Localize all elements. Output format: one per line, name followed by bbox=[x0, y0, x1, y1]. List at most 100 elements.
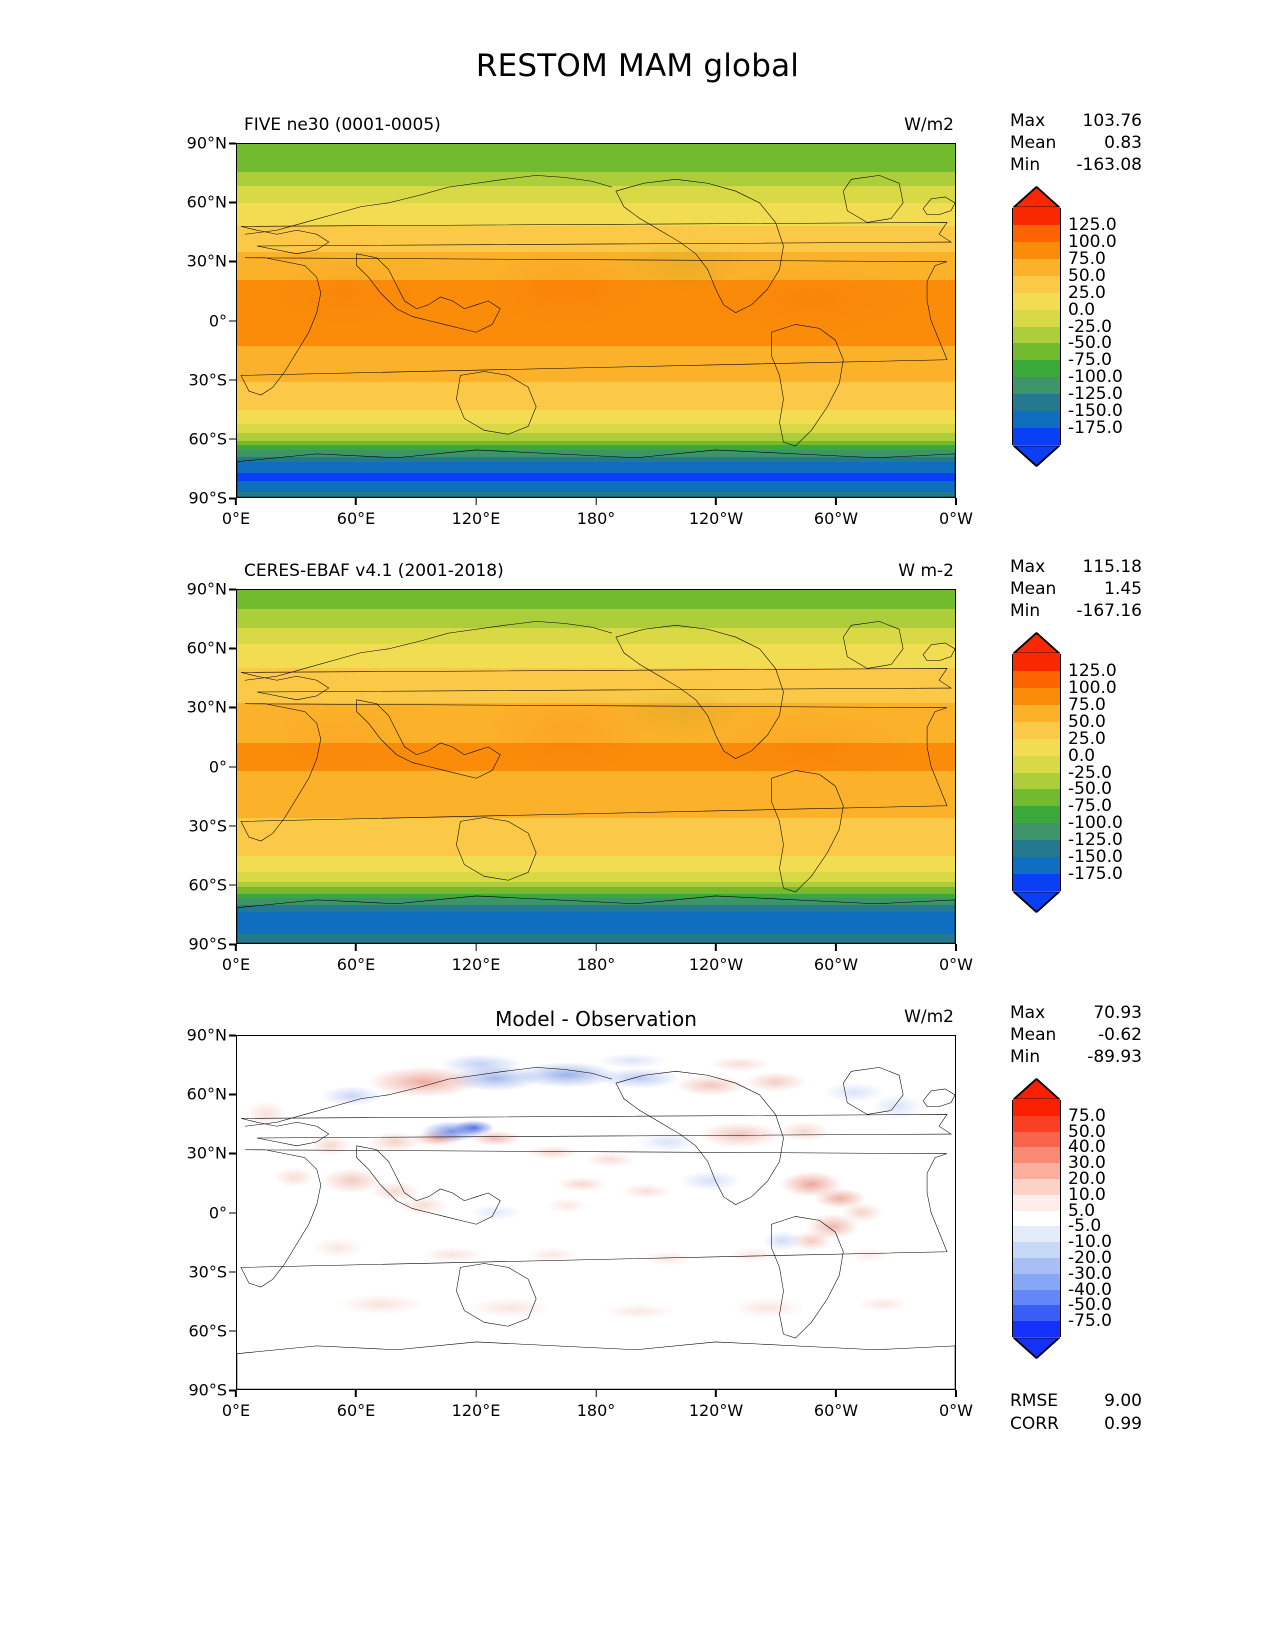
field-band bbox=[237, 169, 955, 173]
stat-label-mean: Mean bbox=[1010, 1025, 1057, 1045]
coastline-path bbox=[241, 704, 947, 841]
field-band bbox=[237, 658, 955, 661]
field-band bbox=[237, 898, 955, 902]
x-tick-mark bbox=[595, 498, 597, 505]
field-band bbox=[237, 604, 955, 607]
x-tick-mark bbox=[235, 944, 237, 951]
field-band bbox=[237, 752, 955, 756]
field-band bbox=[237, 200, 955, 204]
field-band bbox=[237, 622, 955, 626]
field-band bbox=[237, 905, 955, 909]
x-tick-label: 60°E bbox=[337, 1390, 375, 1420]
colorbar-tick-label: 5.0 bbox=[1068, 1200, 1096, 1221]
field-band bbox=[237, 780, 955, 784]
colorbar-tick-label: 0.0 bbox=[1068, 745, 1096, 766]
colorbar-arrow-min bbox=[1012, 445, 1061, 467]
field-band bbox=[237, 808, 955, 812]
x-tick-label: 120°W bbox=[689, 1390, 743, 1420]
x-tick-label: 120°W bbox=[689, 498, 743, 528]
field-band bbox=[237, 742, 955, 746]
field-band bbox=[237, 480, 955, 484]
field-band bbox=[237, 782, 955, 786]
panel-title-difference: Model - Observation bbox=[495, 1007, 697, 1031]
field-band bbox=[237, 825, 955, 829]
field-band bbox=[237, 724, 955, 727]
map-field-model bbox=[237, 144, 955, 497]
field-band bbox=[237, 362, 955, 366]
field-band bbox=[237, 322, 955, 326]
field-band bbox=[237, 452, 955, 456]
map-model bbox=[236, 143, 956, 498]
colorbar-segment bbox=[1012, 823, 1061, 841]
field-band bbox=[237, 632, 955, 636]
field-band bbox=[237, 466, 955, 470]
field-band bbox=[237, 240, 955, 244]
field-band bbox=[237, 832, 955, 836]
rmse-value: 9.00 bbox=[1104, 1391, 1142, 1411]
field-band bbox=[237, 811, 955, 814]
colorbar-segment bbox=[1012, 772, 1061, 790]
colorbar-tick-label: -50.0 bbox=[1068, 333, 1112, 354]
field-band bbox=[237, 179, 955, 183]
y-tick-label: 90°N bbox=[187, 580, 236, 599]
stat-label-max: Max bbox=[1010, 111, 1046, 131]
field-band bbox=[237, 738, 955, 742]
rmse-label: RMSE bbox=[1010, 1391, 1059, 1411]
field-band bbox=[237, 261, 955, 265]
y-tick-label: 0° bbox=[209, 757, 236, 776]
field-band bbox=[237, 195, 955, 199]
field-band bbox=[237, 344, 955, 347]
x-tick-label: 60°W bbox=[814, 944, 858, 974]
y-tick-mark bbox=[229, 825, 236, 827]
stat-value-min-observation: -167.16 bbox=[1076, 601, 1142, 621]
field-band bbox=[237, 597, 955, 600]
field-band bbox=[237, 245, 955, 248]
field-band bbox=[237, 381, 955, 385]
y-tick-label: 0° bbox=[209, 311, 236, 330]
coastline-path bbox=[245, 1067, 612, 1126]
stat-value-max-observation: 115.18 bbox=[1082, 557, 1142, 577]
field-band bbox=[237, 822, 955, 826]
colorbar-arrow-min bbox=[1012, 1337, 1061, 1359]
colorbar-segment bbox=[1012, 738, 1061, 757]
field-band bbox=[237, 919, 955, 923]
field-band bbox=[237, 735, 955, 739]
colorbar-tick-label: 75.0 bbox=[1068, 1105, 1106, 1126]
colorbar-segment bbox=[1012, 721, 1061, 740]
y-tick-label: 90°S bbox=[188, 1381, 236, 1400]
coastline-path bbox=[923, 1089, 955, 1107]
field-band bbox=[237, 205, 955, 208]
coastline-path bbox=[923, 197, 955, 215]
x-tick-mark bbox=[355, 498, 357, 505]
field-band bbox=[237, 712, 955, 716]
stat-value-mean-difference: -0.62 bbox=[1098, 1025, 1142, 1045]
field-band bbox=[237, 830, 955, 833]
field-band bbox=[237, 186, 955, 190]
field-band bbox=[237, 848, 955, 852]
colorbar-tick-label: -125.0 bbox=[1068, 830, 1123, 851]
field-band bbox=[237, 348, 955, 352]
colorbar-tick-label: 50.0 bbox=[1068, 1121, 1106, 1142]
field-band bbox=[237, 191, 955, 194]
field-band bbox=[237, 315, 955, 319]
field-band bbox=[237, 778, 955, 782]
field-band bbox=[237, 176, 955, 180]
field-band bbox=[237, 928, 955, 932]
field-band bbox=[237, 627, 955, 631]
field-band bbox=[237, 384, 955, 387]
x-tick-mark bbox=[955, 498, 957, 505]
field-band bbox=[237, 787, 955, 791]
map-observation bbox=[236, 589, 956, 944]
field-band bbox=[237, 926, 955, 930]
colorbar-tick-label: 75.0 bbox=[1068, 694, 1106, 715]
coastline-path bbox=[456, 1263, 536, 1326]
field-band bbox=[237, 834, 955, 838]
field-band bbox=[237, 282, 955, 286]
coastline-path bbox=[357, 700, 501, 778]
field-band bbox=[237, 398, 955, 401]
field-band bbox=[237, 644, 955, 647]
field-band bbox=[237, 360, 955, 364]
y-tick-label: 60°N bbox=[187, 639, 236, 658]
field-band bbox=[237, 886, 955, 890]
x-tick-label: 0°W bbox=[939, 944, 973, 974]
